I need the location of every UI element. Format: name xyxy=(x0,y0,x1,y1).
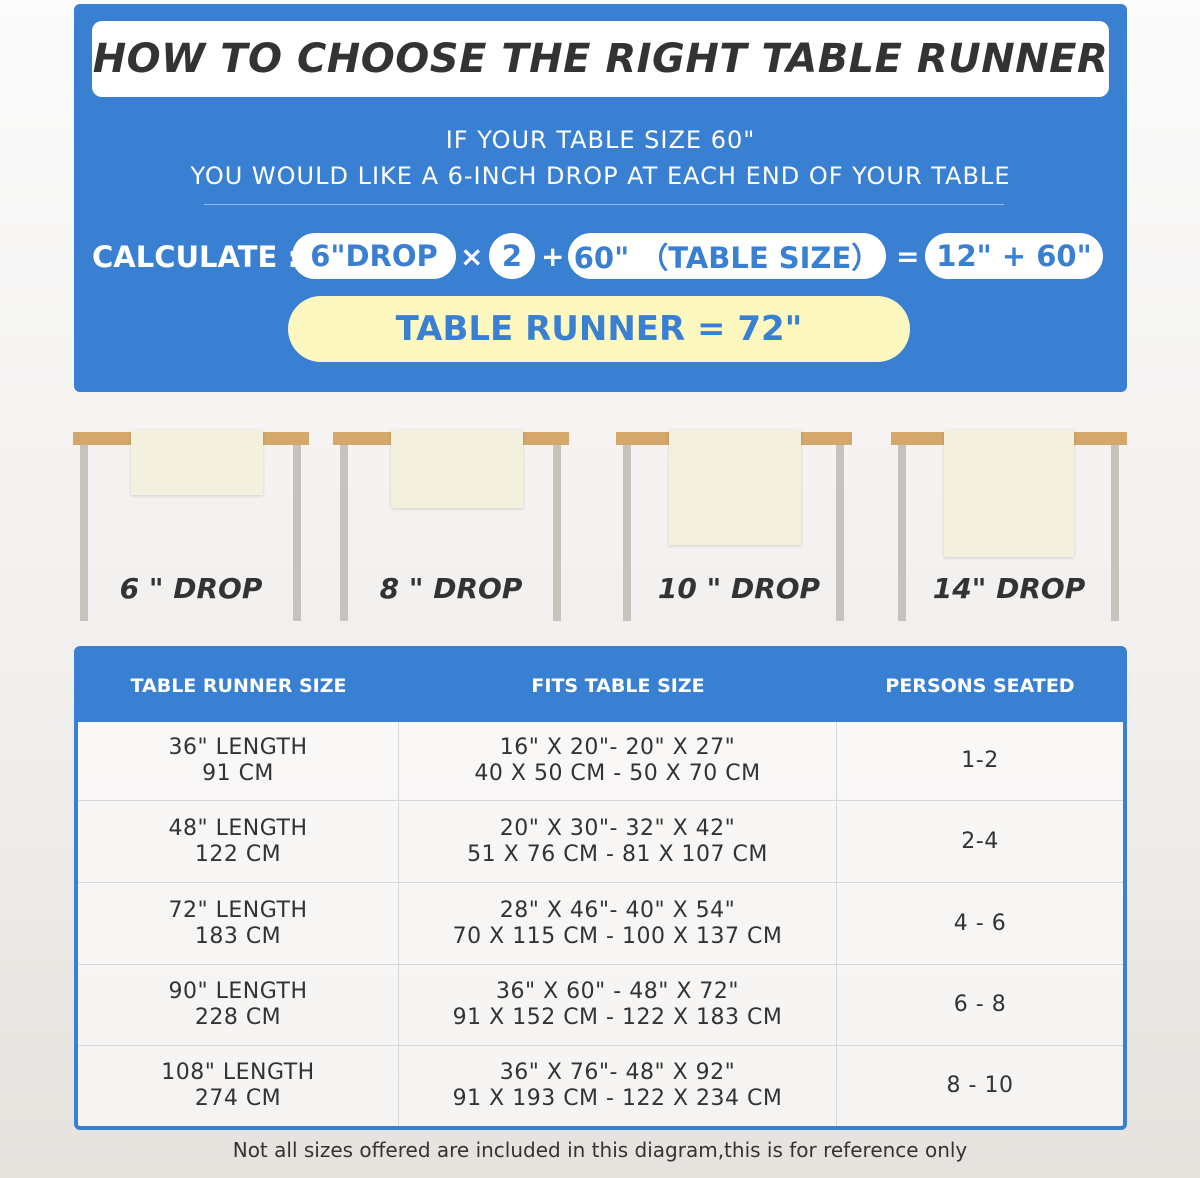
table-size-pill: 60" （TABLE SIZE） xyxy=(568,233,886,279)
drop-label: 6 " DROP xyxy=(119,572,263,605)
table-row: 48" LENGTH 122 CM 20" X 30"- 32" X 42" 51 … xyxy=(78,800,1123,882)
fits-inches: 16" X 20"- 20" X 27" xyxy=(499,735,736,760)
drop-label: 10 " DROP xyxy=(657,572,821,605)
calculation-panel: HOW TO CHOOSE THE RIGHT TABLE RUNNER IF … xyxy=(74,4,1127,392)
fits-table-cell: 20" X 30"- 32" X 42" 51 X 76 CM - 81 X 10… xyxy=(399,801,837,882)
plus-sign: + xyxy=(541,240,565,273)
length-cm: 91 CM xyxy=(202,761,274,786)
persons-cell: 1-2 xyxy=(961,748,999,773)
table-leg xyxy=(836,445,844,621)
equals-sign: = xyxy=(896,240,920,273)
fits-cm: 51 X 76 CM - 81 X 107 CM xyxy=(467,841,768,867)
persons-cell: 8 - 10 xyxy=(946,1073,1014,1098)
sum-pill: 12" + 60" xyxy=(925,233,1103,279)
fits-inches: 36" X 76"- 48" X 92" xyxy=(499,1060,736,1085)
example-line-1: IF YOUR TABLE SIZE 60" xyxy=(445,126,756,154)
fits-table-cell: 28" X 46"- 40" X 54" 70 X 115 CM - 100 X … xyxy=(399,883,837,964)
fits-cm: 70 X 115 CM - 100 X 137 CM xyxy=(452,923,783,949)
table-leg xyxy=(293,445,301,621)
table-row: 90" LENGTH 228 CM 36" X 60" - 48" X 72" 91… xyxy=(78,964,1123,1045)
table-leg xyxy=(623,445,631,621)
length-inches: 36" LENGTH xyxy=(168,735,308,760)
length-inches: 90" LENGTH xyxy=(168,979,308,1004)
table-leg xyxy=(1111,445,1119,621)
times-sign: × xyxy=(460,240,484,273)
size-table: TABLE RUNNER SIZE FITS TABLE SIZE PERSON… xyxy=(74,646,1127,1130)
length-cm: 122 CM xyxy=(194,841,282,867)
table-leg xyxy=(80,445,88,621)
fits-table-cell: 16" X 20"- 20" X 27" 40 X 50 CM - 50 X 70… xyxy=(399,722,837,800)
fits-table-cell: 36" X 60" - 48" X 72" 91 X 152 CM - 122 X… xyxy=(399,965,837,1045)
calculate-label: CALCULATE : xyxy=(92,240,299,274)
multiplier-pill: 2 xyxy=(489,233,535,279)
length-cm: 183 CM xyxy=(194,923,282,949)
divider xyxy=(204,204,1004,205)
footnote: Not all sizes offered are included in th… xyxy=(232,1138,968,1162)
fits-cm: 91 X 193 CM - 122 X 234 CM xyxy=(452,1086,783,1111)
table-row: 108" LENGTH 274 CM 36" X 76"- 48" X 92" 91… xyxy=(78,1045,1123,1126)
length-inches: 108" LENGTH xyxy=(161,1060,315,1085)
persons-cell: 4 - 6 xyxy=(953,910,1007,936)
length-cm: 274 CM xyxy=(194,1086,282,1111)
table-row: 72" LENGTH 183 CM 28" X 46"- 40" X 54" 70 … xyxy=(78,882,1123,964)
page-title: HOW TO CHOOSE THE RIGHT TABLE RUNNER xyxy=(92,21,1109,97)
fits-inches: 28" X 46"- 40" X 54" xyxy=(499,897,736,923)
runner-size-cell: 48" LENGTH 122 CM xyxy=(78,801,399,882)
length-inches: 72" LENGTH xyxy=(168,897,308,923)
runner-size-cell: 108" LENGTH 274 CM xyxy=(78,1046,399,1126)
drop-label: 8 " DROP xyxy=(379,572,523,605)
fits-table-cell: 36" X 76"- 48" X 92" 91 X 193 CM - 122 X … xyxy=(399,1046,837,1126)
table-header: TABLE RUNNER SIZE FITS TABLE SIZE PERSON… xyxy=(78,650,1123,722)
fits-inches: 20" X 30"- 32" X 42" xyxy=(499,815,736,841)
persons-cell: 6 - 8 xyxy=(953,992,1007,1017)
persons-cell: 2-4 xyxy=(961,828,999,854)
drop-pill: 6"DROP xyxy=(292,233,456,279)
runner-drop xyxy=(131,430,263,495)
drop-label: 14" DROP xyxy=(932,572,1086,605)
fits-cm: 91 X 152 CM - 122 X 183 CM xyxy=(452,1005,783,1030)
header-persons-seated: PERSONS SEATED xyxy=(885,675,1075,697)
table-leg xyxy=(340,445,348,621)
header-runner-size: TABLE RUNNER SIZE xyxy=(130,675,347,697)
table-leg xyxy=(553,445,561,621)
fits-cm: 40 X 50 CM - 50 X 70 CM xyxy=(474,761,761,786)
table-leg xyxy=(898,445,906,621)
fits-inches: 36" X 60" - 48" X 72" xyxy=(496,979,739,1004)
runner-size-cell: 90" LENGTH 228 CM xyxy=(78,965,399,1045)
runner-size-cell: 72" LENGTH 183 CM xyxy=(78,883,399,964)
runner-drop xyxy=(944,430,1074,557)
length-inches: 48" LENGTH xyxy=(168,815,308,841)
runner-drop xyxy=(669,430,801,545)
header-fits-table-size: FITS TABLE SIZE xyxy=(531,675,705,697)
example-line-2: YOU WOULD LIKE A 6-INCH DROP AT EACH END… xyxy=(190,162,1011,190)
result-pill: TABLE RUNNER = 72" xyxy=(288,296,910,362)
table-row: 36" LENGTH 91 CM 16" X 20"- 20" X 27" 40 X… xyxy=(78,722,1123,800)
runner-size-cell: 36" LENGTH 91 CM xyxy=(78,722,399,800)
length-cm: 228 CM xyxy=(194,1005,282,1030)
runner-drop xyxy=(391,430,523,508)
